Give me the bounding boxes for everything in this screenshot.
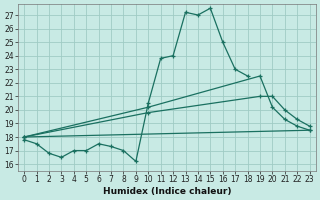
X-axis label: Humidex (Indice chaleur): Humidex (Indice chaleur) <box>103 187 231 196</box>
